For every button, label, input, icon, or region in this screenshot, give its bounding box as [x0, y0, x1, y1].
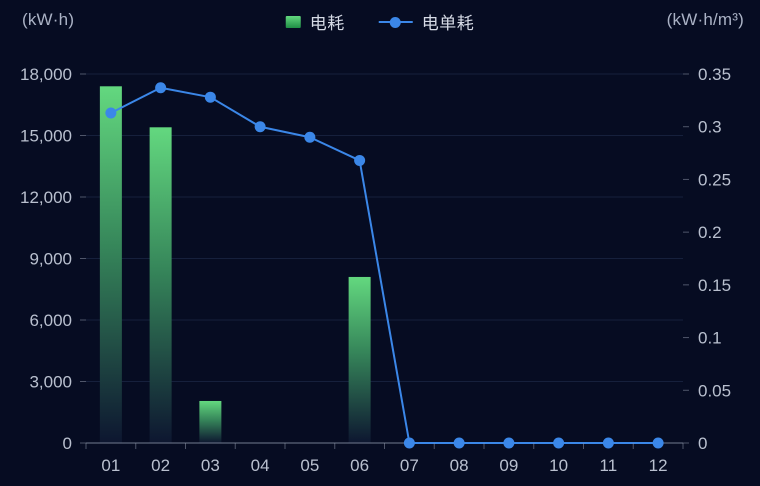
left-axis-tick-label: 9,000	[29, 250, 72, 269]
x-axis-tick-label-02: 02	[151, 456, 170, 475]
line-point-06[interactable]	[354, 154, 366, 166]
bar-02[interactable]	[149, 127, 172, 444]
bar-series	[99, 86, 371, 444]
left-axis-unit-label: (kW·h)	[22, 10, 75, 29]
x-axis-tick-label-05: 05	[300, 456, 319, 475]
line-point-10[interactable]	[553, 437, 565, 449]
chart-legend: 电耗 电单耗	[285, 9, 475, 34]
bar-06[interactable]	[348, 276, 371, 443]
x-axis-tick-label-10: 10	[549, 456, 568, 475]
line-point-07[interactable]	[403, 437, 415, 449]
line-point-11[interactable]	[602, 437, 614, 449]
x-axis-tick-label-09: 09	[499, 456, 518, 475]
right-axis-tick-label: 0.3	[698, 118, 722, 137]
left-axis-tick-label: 3,000	[29, 373, 72, 392]
x-axis-tick-label-01: 01	[101, 456, 120, 475]
bar-03[interactable]	[199, 400, 222, 443]
left-axis-tick-label: 0	[63, 434, 72, 453]
legend-item-bar-label: 电耗	[309, 14, 345, 33]
left-axis-tick-label: 12,000	[20, 188, 72, 207]
line-point-04[interactable]	[254, 121, 266, 133]
right-axis-tick-label: 0.05	[698, 381, 731, 400]
x-axis-tick-label-06: 06	[350, 456, 369, 475]
line-point-09[interactable]	[503, 437, 515, 449]
right-axis-tick-label: 0.25	[698, 170, 731, 189]
left-axis-tick-label: 18,000	[20, 65, 72, 84]
line-point-08[interactable]	[453, 437, 465, 449]
legend-item-line-label: 电单耗	[421, 14, 475, 33]
line-point-05[interactable]	[304, 131, 316, 143]
line-point-03[interactable]	[204, 91, 216, 103]
x-axis-tick-label-08: 08	[450, 456, 469, 475]
right-axis-tick-label: 0.1	[698, 329, 722, 348]
left-axis-ticks: 0 3,000 6,000 9,000 12,000 15,000 18,000	[20, 65, 86, 453]
line-swatch-icon	[378, 16, 413, 28]
left-axis-tick-label: 6,000	[29, 311, 72, 330]
line-point-12[interactable]	[652, 437, 664, 449]
x-axis-ticks: 01 02 03 04 05 06 07 08 09 10 11 12	[85, 443, 684, 475]
left-axis-tick-label: 15,000	[20, 127, 72, 146]
right-axis-unit-label: (kW·h/m³)	[666, 10, 744, 29]
x-axis-tick-label-12: 12	[649, 456, 668, 475]
x-axis-tick-label-03: 03	[201, 456, 220, 475]
line-series	[105, 82, 664, 449]
bar-01[interactable]	[99, 86, 122, 444]
right-axis-tick-label: 0	[698, 434, 707, 453]
bar-swatch-icon	[285, 15, 301, 28]
right-axis-tick-label: 0.2	[698, 223, 722, 242]
grid-lines	[86, 73, 683, 444]
x-axis-tick-label-11: 11	[600, 456, 618, 475]
legend-item-line[interactable]: 电单耗	[378, 9, 475, 34]
x-axis-tick-label-04: 04	[251, 456, 270, 475]
legend-item-bar[interactable]: 电耗	[285, 9, 345, 34]
right-axis-tick-label: 0.35	[698, 65, 731, 84]
line-path	[109, 86, 660, 444]
right-axis-tick-label: 0.15	[698, 276, 731, 295]
right-axis-ticks: 0 0.05 0.1 0.15 0.2 0.25 0.3 0.35	[683, 65, 731, 453]
x-axis-tick-label-07: 07	[400, 456, 419, 475]
chart-header: (kW·h) 电耗 电单耗 (kW·h/m³)	[0, 0, 760, 46]
line-point-02[interactable]	[155, 82, 167, 94]
line-point-01[interactable]	[105, 107, 117, 119]
